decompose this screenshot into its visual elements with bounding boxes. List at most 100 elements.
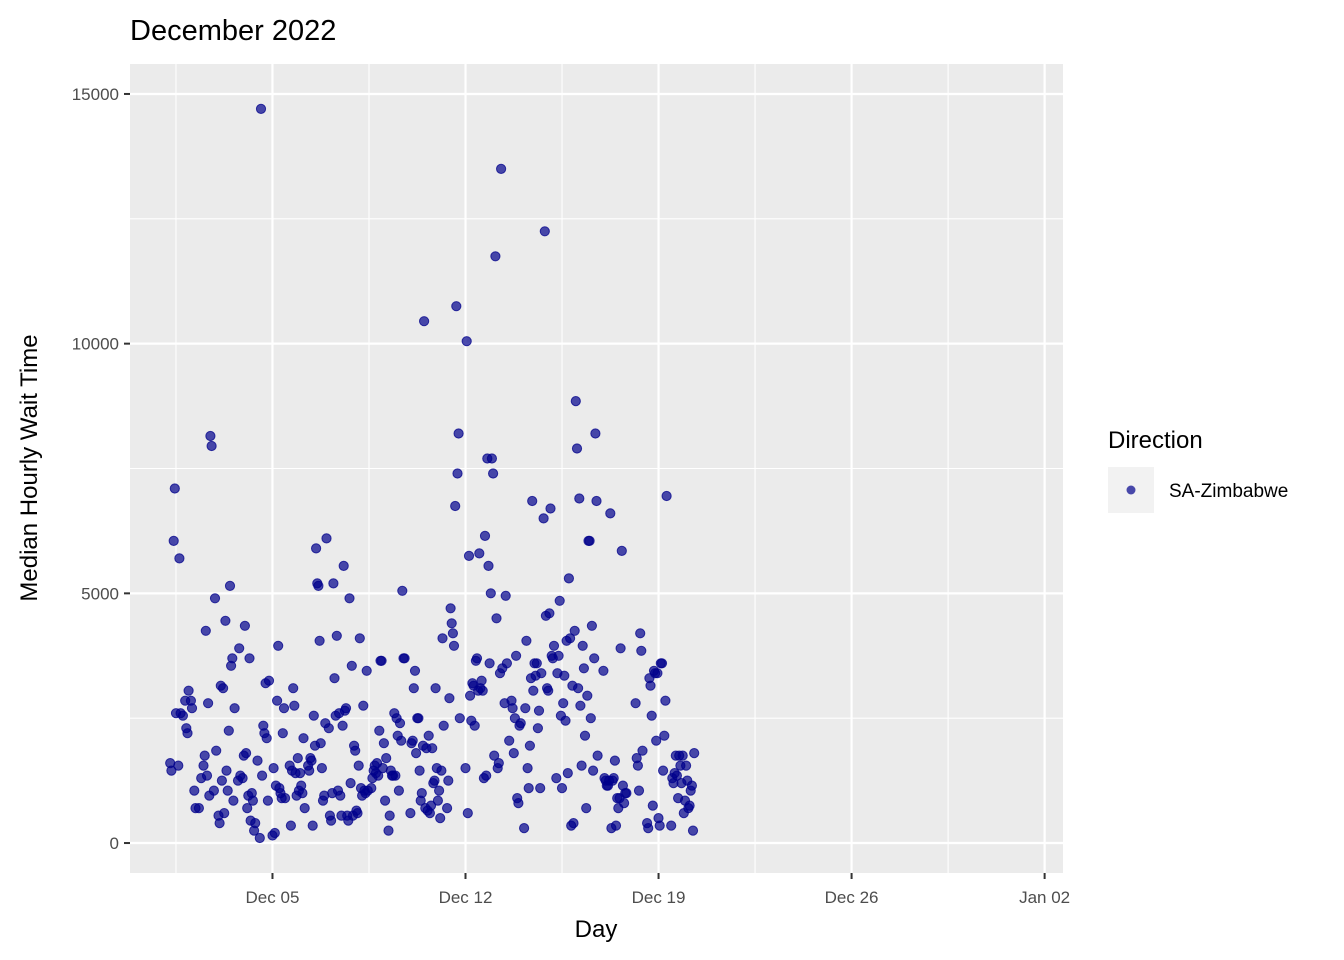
- data-point: [536, 668, 547, 679]
- x-tick-label: Dec 26: [825, 888, 879, 907]
- data-point: [481, 770, 492, 781]
- data-point: [380, 795, 391, 806]
- data-point: [553, 650, 564, 661]
- data-point: [337, 720, 348, 731]
- axis-ticks: [124, 92, 1046, 879]
- data-point: [353, 760, 364, 771]
- y-axis-title: Median Hourly Wait Time: [16, 334, 43, 601]
- data-point: [484, 658, 495, 669]
- data-point: [376, 655, 387, 666]
- data-point: [476, 675, 487, 686]
- data-point: [443, 775, 454, 786]
- data-point: [198, 760, 209, 771]
- data-point: [689, 748, 700, 759]
- data-point: [273, 640, 284, 651]
- y-tick-label: 0: [110, 834, 119, 853]
- data-point: [244, 653, 255, 664]
- data-point: [298, 733, 309, 744]
- data-point: [515, 718, 526, 729]
- data-point: [446, 618, 457, 629]
- data-point: [451, 301, 462, 312]
- data-point: [269, 827, 280, 839]
- data-point: [397, 585, 408, 596]
- data-point: [448, 640, 460, 651]
- data-point: [571, 443, 583, 454]
- data-point: [393, 785, 404, 796]
- data-point: [632, 760, 644, 771]
- data-point: [528, 685, 539, 696]
- data-point: [686, 780, 698, 791]
- data-point: [177, 710, 188, 721]
- legend-key-dot: [1126, 485, 1136, 495]
- data-point: [193, 803, 204, 814]
- data-point: [378, 738, 389, 749]
- data-point: [531, 658, 542, 669]
- data-point: [268, 763, 279, 774]
- data-point: [340, 703, 352, 714]
- data-point: [224, 580, 236, 592]
- data-point: [361, 665, 372, 676]
- data-point: [500, 590, 511, 601]
- data-point: [221, 765, 232, 776]
- data-point: [533, 705, 545, 716]
- data-point: [489, 750, 500, 761]
- data-point: [652, 668, 663, 679]
- data-point: [684, 800, 695, 811]
- x-tick-label: Dec 19: [632, 888, 686, 907]
- data-point: [532, 723, 544, 734]
- data-point: [578, 663, 590, 674]
- data-point: [471, 653, 483, 664]
- data-point: [384, 810, 395, 821]
- data-point: [520, 703, 531, 714]
- data-point: [183, 685, 194, 696]
- data-point: [444, 693, 455, 704]
- data-point: [315, 738, 326, 749]
- data-point: [288, 683, 299, 694]
- data-point: [427, 743, 438, 754]
- data-point: [504, 735, 515, 746]
- data-point: [452, 468, 463, 479]
- x-tick-label: Dec 05: [246, 888, 300, 907]
- data-point: [469, 720, 480, 731]
- data-point: [308, 710, 319, 721]
- data-point: [477, 685, 488, 696]
- data-point: [671, 770, 683, 781]
- data-point: [562, 768, 573, 779]
- data-point: [234, 643, 245, 654]
- y-tick-labels: 0 5000 10000 15000: [72, 85, 119, 853]
- data-point: [219, 808, 230, 819]
- data-point: [586, 620, 598, 631]
- data-point: [437, 633, 448, 644]
- data-point: [574, 493, 585, 504]
- data-point: [647, 800, 658, 811]
- data-point: [488, 468, 499, 479]
- legend-label: SA-Zimbabwe: [1169, 481, 1288, 502]
- x-axis-title: Day: [575, 916, 618, 943]
- data-point: [630, 698, 641, 709]
- data-point: [465, 690, 476, 701]
- data-point: [462, 808, 473, 819]
- data-point: [220, 615, 231, 626]
- data-point: [200, 625, 211, 636]
- data-point: [413, 713, 424, 724]
- data-point: [390, 770, 401, 781]
- data-point: [651, 735, 662, 746]
- data-point: [581, 803, 592, 814]
- data-point: [522, 763, 533, 774]
- data-point: [405, 808, 416, 819]
- data-point: [687, 825, 699, 836]
- data-point: [558, 698, 569, 709]
- data-point: [605, 508, 616, 519]
- data-point: [538, 513, 549, 524]
- data-point: [483, 560, 494, 572]
- data-point: [182, 728, 193, 739]
- data-point: [501, 658, 512, 669]
- data-point: [173, 760, 184, 771]
- data-point: [289, 700, 300, 711]
- legend-title: Direction: [1108, 427, 1203, 454]
- x-tick-labels: Dec 05 Dec 12 Dec 19 Dec 26 Jan 02: [246, 888, 1071, 907]
- data-point: [496, 163, 507, 174]
- data-point: [582, 690, 593, 701]
- data-point: [568, 818, 579, 829]
- data-point: [174, 553, 185, 564]
